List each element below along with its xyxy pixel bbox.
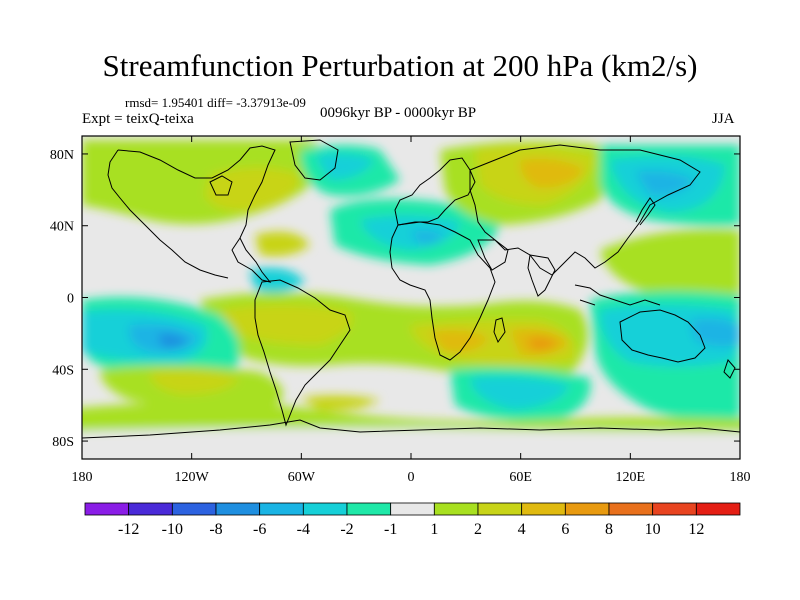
colorbar-label: -8 xyxy=(209,521,222,538)
coastline-madagascar xyxy=(493,317,506,344)
rmsd-label: rmsd= 1.95401 diff= -3.37913e-09 xyxy=(125,95,306,110)
x-tick-label: 120E xyxy=(616,470,646,485)
period-label: 0096kyr BP - 0000kyr BP xyxy=(320,105,477,121)
coastline-europe xyxy=(394,157,476,226)
colorbar-label: 8 xyxy=(605,521,613,538)
chart-title: Streamfunction Perturbation at 200 hPa (… xyxy=(102,48,698,83)
colorbar-label: 6 xyxy=(561,521,569,538)
contour-region-sh-africa-core xyxy=(430,330,490,353)
x-tick-label: 120W xyxy=(175,470,210,485)
colorbar-label: 2 xyxy=(474,521,482,538)
colorbar-label: -12 xyxy=(118,521,139,538)
colorbar-swatch xyxy=(346,502,392,516)
y-axis-labels: 80N 40N 0 40S 80S xyxy=(50,148,74,450)
coastline-indonesia xyxy=(574,284,661,306)
colorbar-swatch xyxy=(433,502,479,516)
colorbar-label: -2 xyxy=(340,521,353,538)
colorbar-label: 4 xyxy=(518,521,526,538)
colorbar-label: -4 xyxy=(297,521,310,538)
colorbar-swatch xyxy=(652,502,697,516)
y-tick-label: 0 xyxy=(67,292,74,307)
coastline-india xyxy=(527,254,556,297)
coastline-hudson-bay xyxy=(209,175,233,196)
colorbar-swatch xyxy=(259,502,304,516)
coastline-new-zealand xyxy=(723,359,736,379)
colorbar-swatch xyxy=(477,502,523,516)
x-tick-label: 180 xyxy=(72,470,93,485)
contour-region-spac-negative-center xyxy=(158,333,188,348)
contour-region-nafr-center xyxy=(410,230,445,245)
season-label: JJA xyxy=(712,111,735,127)
contour-region-aus-negative-core xyxy=(690,318,740,347)
contour-region-na-positive-core xyxy=(205,167,300,211)
colorbar-labels: -12 -10 -8 -6 -4 -2 -1 1 2 4 6 8 10 12 xyxy=(118,521,704,538)
colorbar-label: 1 xyxy=(430,521,438,538)
contour-region-sio-center xyxy=(528,337,558,351)
contour-region-carib-positive xyxy=(255,231,310,257)
contour-region-satl-negative-core xyxy=(470,376,570,410)
x-tick-label: 60W xyxy=(288,470,316,485)
colorbar-swatch xyxy=(215,502,261,516)
coastline-australia xyxy=(619,309,706,363)
colorbar-label: 10 xyxy=(645,521,661,538)
contour-region-natl-negative-core xyxy=(315,153,375,180)
y-tick-label: 80N xyxy=(50,148,74,163)
contour-fields xyxy=(82,139,740,459)
contour-region-ant-bottom xyxy=(82,427,740,459)
colorbar-label: -6 xyxy=(253,521,266,538)
x-axis-labels: 180 120W 60W 0 60E 120E 180 xyxy=(72,470,751,485)
y-tick-label: 40S xyxy=(52,363,74,378)
colorbar-swatch xyxy=(128,502,173,516)
colorbar-swatch xyxy=(521,502,566,516)
contour-region-ant-core xyxy=(300,395,380,411)
colorbar-label: -10 xyxy=(162,521,183,538)
contour-region-sib-positive-core xyxy=(520,158,585,188)
colorbar-swatch xyxy=(695,502,741,516)
y-tick-label: 40N xyxy=(50,220,74,235)
experiment-label: Expt = teixQ-teixa xyxy=(82,111,194,127)
colorbar xyxy=(84,502,741,516)
coastline-japan xyxy=(635,197,656,226)
coastline-greenland xyxy=(289,139,339,181)
colorbar-swatch xyxy=(171,502,217,516)
colorbar-swatch xyxy=(564,502,610,516)
y-tick-label: 80S xyxy=(52,435,74,450)
coastline-asia xyxy=(469,144,701,276)
colorbar-swatch xyxy=(84,502,130,516)
contour-region-tpac-positive xyxy=(600,229,740,304)
x-tick-label: 0 xyxy=(408,470,415,485)
colorbar-swatch xyxy=(302,502,348,516)
x-tick-label: 60E xyxy=(509,470,532,485)
colorbar-swatch xyxy=(390,502,435,516)
coastline-south-america xyxy=(254,279,351,427)
contour-region-sh-40s-core xyxy=(150,370,240,395)
x-tick-label: 180 xyxy=(730,470,751,485)
coastlines xyxy=(82,139,740,439)
coastline-africa xyxy=(389,221,496,361)
colorbar-label: 12 xyxy=(688,521,704,538)
coastline-antarctica xyxy=(82,419,740,439)
contour-region-sh-belt-mid xyxy=(220,304,352,345)
colorbar-swatch xyxy=(608,502,654,516)
axis-ticks xyxy=(81,136,741,459)
coastline-arabia xyxy=(477,239,509,271)
colorbar-label: -1 xyxy=(384,521,397,538)
